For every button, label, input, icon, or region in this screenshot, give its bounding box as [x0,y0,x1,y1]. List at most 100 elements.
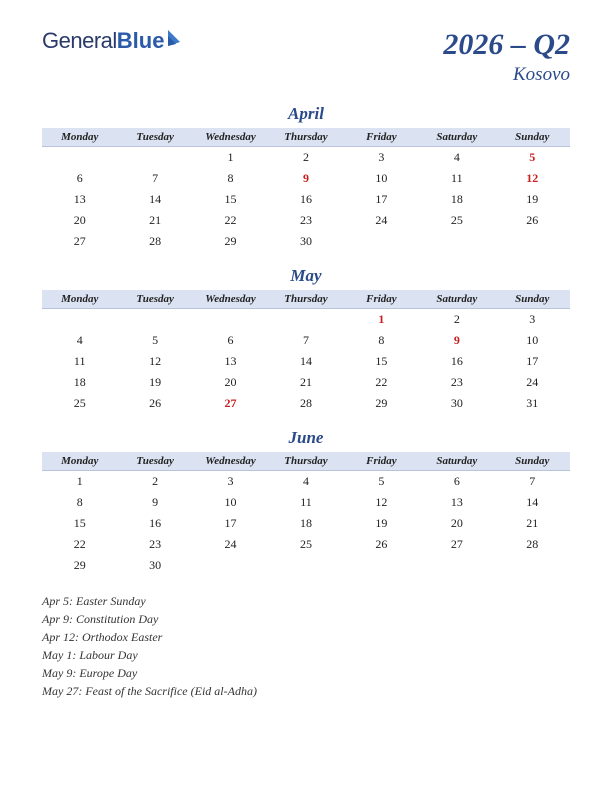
calendar-day [268,309,343,331]
logo-text-general: General [42,28,117,54]
weekday-header: Wednesday [193,452,268,471]
calendar-day [268,555,343,576]
calendar-day: 6 [193,330,268,351]
calendar-day: 20 [193,372,268,393]
calendar-table: MondayTuesdayWednesdayThursdayFridaySatu… [42,452,570,576]
calendar-day: 5 [117,330,192,351]
calendar-day: 16 [117,513,192,534]
calendar-day [419,231,494,252]
weekday-header: Saturday [419,128,494,147]
calendar-day: 7 [268,330,343,351]
calendar-day: 6 [42,168,117,189]
calendar-day: 4 [42,330,117,351]
calendar-day: 2 [268,147,343,169]
calendar-day: 24 [193,534,268,555]
calendar-row: 13141516171819 [42,189,570,210]
calendar-row: 123 [42,309,570,331]
calendar-day: 4 [268,471,343,493]
calendar-day: 13 [42,189,117,210]
calendar-day: 27 [42,231,117,252]
calendar-day: 11 [419,168,494,189]
calendar-day: 12 [344,492,419,513]
calendar-row: 15161718192021 [42,513,570,534]
calendar-day: 30 [419,393,494,414]
calendar-day [117,147,192,169]
month-name: June [42,428,570,448]
weekday-header: Saturday [419,452,494,471]
calendar-day: 11 [268,492,343,513]
calendar-day [117,309,192,331]
calendar-day: 1 [193,147,268,169]
calendar-day: 3 [193,471,268,493]
calendar-day: 9 [268,168,343,189]
header: General Blue 2026 – Q2 Kosovo [42,28,570,86]
calendar-day: 14 [117,189,192,210]
country-name: Kosovo [443,64,570,86]
weekday-header: Sunday [495,290,570,309]
calendar-day: 22 [42,534,117,555]
holiday-item: Apr 12: Orthodox Easter [42,628,570,646]
calendar-day: 28 [117,231,192,252]
calendar-day: 9 [419,330,494,351]
calendar-day: 20 [419,513,494,534]
calendar-day: 26 [344,534,419,555]
holiday-item: Apr 5: Easter Sunday [42,592,570,610]
calendar-day: 8 [42,492,117,513]
calendar-day: 8 [193,168,268,189]
calendar-row: 6789101112 [42,168,570,189]
calendar-day: 7 [495,471,570,493]
calendar-day: 5 [495,147,570,169]
calendar-day: 2 [419,309,494,331]
calendar-day [193,309,268,331]
calendar-day: 18 [419,189,494,210]
calendar-day: 18 [42,372,117,393]
weekday-header: Monday [42,452,117,471]
calendar-row: 27282930 [42,231,570,252]
calendar-day: 11 [42,351,117,372]
calendar-day: 17 [344,189,419,210]
calendar-day: 17 [495,351,570,372]
month-block: AprilMondayTuesdayWednesdayThursdayFrida… [42,104,570,252]
calendar-day: 13 [193,351,268,372]
calendar-day: 21 [268,372,343,393]
weekday-header: Thursday [268,290,343,309]
calendar-day [193,555,268,576]
holiday-item: May 9: Europe Day [42,664,570,682]
weekday-header: Sunday [495,452,570,471]
calendar-day: 21 [495,513,570,534]
calendar-day: 23 [419,372,494,393]
calendar-day: 23 [117,534,192,555]
title-block: 2026 – Q2 Kosovo [443,28,570,86]
calendar-day: 28 [495,534,570,555]
calendar-day: 19 [344,513,419,534]
calendar-day: 2 [117,471,192,493]
calendar-day: 31 [495,393,570,414]
logo-text-blue: Blue [117,28,165,54]
holiday-item: May 27: Feast of the Sacrifice (Eid al-A… [42,682,570,700]
weekday-header: Friday [344,452,419,471]
holiday-item: May 1: Labour Day [42,646,570,664]
calendar-day: 9 [117,492,192,513]
month-block: June MondayTuesdayWednesdayThursdayFriday… [42,428,570,576]
calendar-day [419,555,494,576]
calendar-day: 27 [193,393,268,414]
weekday-header: Sunday [495,128,570,147]
calendar-row: 20212223242526 [42,210,570,231]
weekday-header: Tuesday [117,452,192,471]
calendar-day: 16 [419,351,494,372]
calendar-day: 15 [344,351,419,372]
calendar-day: 20 [42,210,117,231]
weekday-header: Thursday [268,452,343,471]
weekday-header: Saturday [419,290,494,309]
calendar-day: 28 [268,393,343,414]
calendar-day: 19 [117,372,192,393]
calendar-row: 2930 [42,555,570,576]
weekday-header: Friday [344,128,419,147]
calendars-container: AprilMondayTuesdayWednesdayThursdayFrida… [42,104,570,576]
calendar-day: 14 [495,492,570,513]
calendar-day: 29 [42,555,117,576]
calendar-row: 1234567 [42,471,570,493]
weekday-header: Tuesday [117,290,192,309]
calendar-row: 12345 [42,147,570,169]
month-name: May [42,266,570,286]
